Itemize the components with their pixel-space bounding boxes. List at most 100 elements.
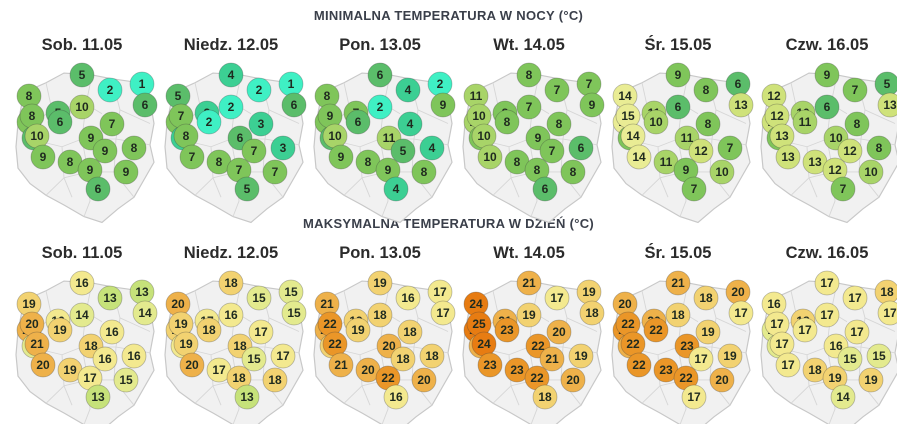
city-temperature: 15	[837, 346, 863, 372]
temperature-value: 10	[715, 165, 729, 179]
city-temperature: 10	[69, 94, 95, 120]
temperature-value: 16	[127, 349, 141, 363]
city-temperature: 19	[173, 331, 199, 357]
city-temperature: 20	[355, 357, 381, 383]
temperature-value: 8	[183, 129, 190, 143]
temperature-value: 16	[401, 291, 415, 305]
temperature-value: 17	[550, 291, 564, 305]
temperature-value: 10	[328, 129, 342, 143]
city-temperature: 4	[383, 176, 409, 202]
city-temperature: 13	[728, 92, 754, 118]
city-temperature: 15	[246, 285, 272, 311]
temperature-bubble	[775, 144, 801, 170]
city-temperature: 14	[626, 144, 652, 170]
city-temperature: 17	[206, 357, 232, 383]
temperature-bubble	[383, 384, 409, 410]
city-temperature: 7	[576, 71, 602, 97]
city-temperature: 17	[248, 319, 274, 345]
temperature-value: 17	[770, 317, 784, 331]
city-temperature: 23	[477, 352, 503, 378]
city-temperature: 14	[620, 123, 646, 149]
max-temp-map: 2018151519171615171918171918172017151818…	[164, 270, 307, 424]
city-temperature: 16	[383, 384, 409, 410]
temperature-value: 17	[83, 371, 97, 385]
temperature-value: 2	[377, 100, 384, 114]
city-temperature: 7	[516, 94, 542, 120]
temperature-bubble	[532, 176, 558, 202]
temperature-value: 9	[683, 163, 690, 177]
city-temperature: 8	[844, 111, 870, 137]
city-temperature: 10	[477, 144, 503, 170]
city-temperature: 20	[560, 367, 586, 393]
temperature-bubble	[544, 77, 570, 103]
temperature-value: 6	[95, 182, 102, 196]
temperature-value: 17	[883, 306, 897, 320]
city-temperature: 24	[471, 331, 497, 357]
temperature-value: 12	[843, 144, 857, 158]
temperature-bubble	[179, 144, 205, 170]
temperature-bubble	[390, 346, 416, 372]
temperature-bubble	[367, 302, 393, 328]
day-label: Czw. 16.05	[785, 244, 869, 262]
city-temperature: 18	[874, 279, 897, 305]
city-temperature: 18	[532, 384, 558, 410]
temperature-value: 6	[237, 131, 244, 145]
temperature-bubble	[717, 135, 743, 161]
temperature-bubble	[814, 94, 840, 120]
min-temperature-title: MINIMALNA TEMPERATURA W NOCY (°C)	[313, 8, 584, 23]
temperature-value: 10	[472, 109, 486, 123]
temperature-bubble	[234, 384, 260, 410]
temperature-bubble	[842, 77, 868, 103]
city-temperature: 21	[328, 352, 354, 378]
city-temperature: 22	[615, 311, 641, 337]
city-temperature: 6	[281, 92, 307, 118]
temperature-value: 18	[84, 339, 98, 353]
temperature-value: 20	[25, 317, 39, 331]
temperature-value: 20	[36, 358, 50, 372]
temperature-value: 15	[247, 352, 261, 366]
temperature-bubble	[728, 92, 754, 118]
city-temperature: 17	[427, 279, 453, 305]
temperature-value: 8	[67, 155, 74, 169]
temperature-value: 9	[440, 98, 447, 112]
temperature-bubble	[681, 176, 707, 202]
city-temperature: 22	[375, 365, 401, 391]
temperature-value: 13	[135, 285, 149, 299]
city-temperature: 8	[516, 62, 542, 88]
city-temperature: 17	[681, 384, 707, 410]
temperature-bubble	[248, 319, 274, 345]
temperature-value: 22	[530, 371, 544, 385]
temperature-bubble	[792, 109, 818, 135]
temperature-bubble	[665, 62, 691, 88]
temperature-value: 8	[705, 117, 712, 131]
temperature-value: 7	[251, 144, 258, 158]
city-temperature: 13	[97, 285, 123, 311]
region-border	[212, 385, 222, 406]
temperature-bubble	[792, 317, 818, 343]
temperature-value: 19	[351, 323, 365, 337]
temperature-bubble	[866, 343, 892, 369]
temperature-value: 13	[734, 98, 748, 112]
region-border	[510, 385, 520, 406]
temperature-value: 20	[171, 297, 185, 311]
temperature-value: 17	[433, 285, 447, 299]
temperature-value: 7	[178, 109, 185, 123]
temperature-value: 16	[105, 325, 119, 339]
temperature-value: 17	[798, 323, 812, 337]
temperature-value: 22	[323, 317, 337, 331]
temperature-value: 17	[276, 349, 290, 363]
temperature-value: 19	[373, 276, 387, 290]
day-label: Sob. 11.05	[41, 244, 123, 262]
temperature-bubble	[218, 94, 244, 120]
city-temperature: 17	[792, 317, 818, 343]
temperature-value: 14	[836, 390, 850, 404]
temperature-value: 13	[808, 155, 822, 169]
temperature-bubble	[877, 300, 897, 326]
city-temperature: 6	[345, 109, 371, 135]
temperature-value: 18	[699, 291, 713, 305]
city-temperature: 15	[241, 346, 267, 372]
city-temperature: 8	[314, 83, 340, 109]
temperature-value: 14	[75, 308, 89, 322]
temperature-value: 12	[694, 144, 708, 158]
temperature-bubble	[30, 352, 56, 378]
